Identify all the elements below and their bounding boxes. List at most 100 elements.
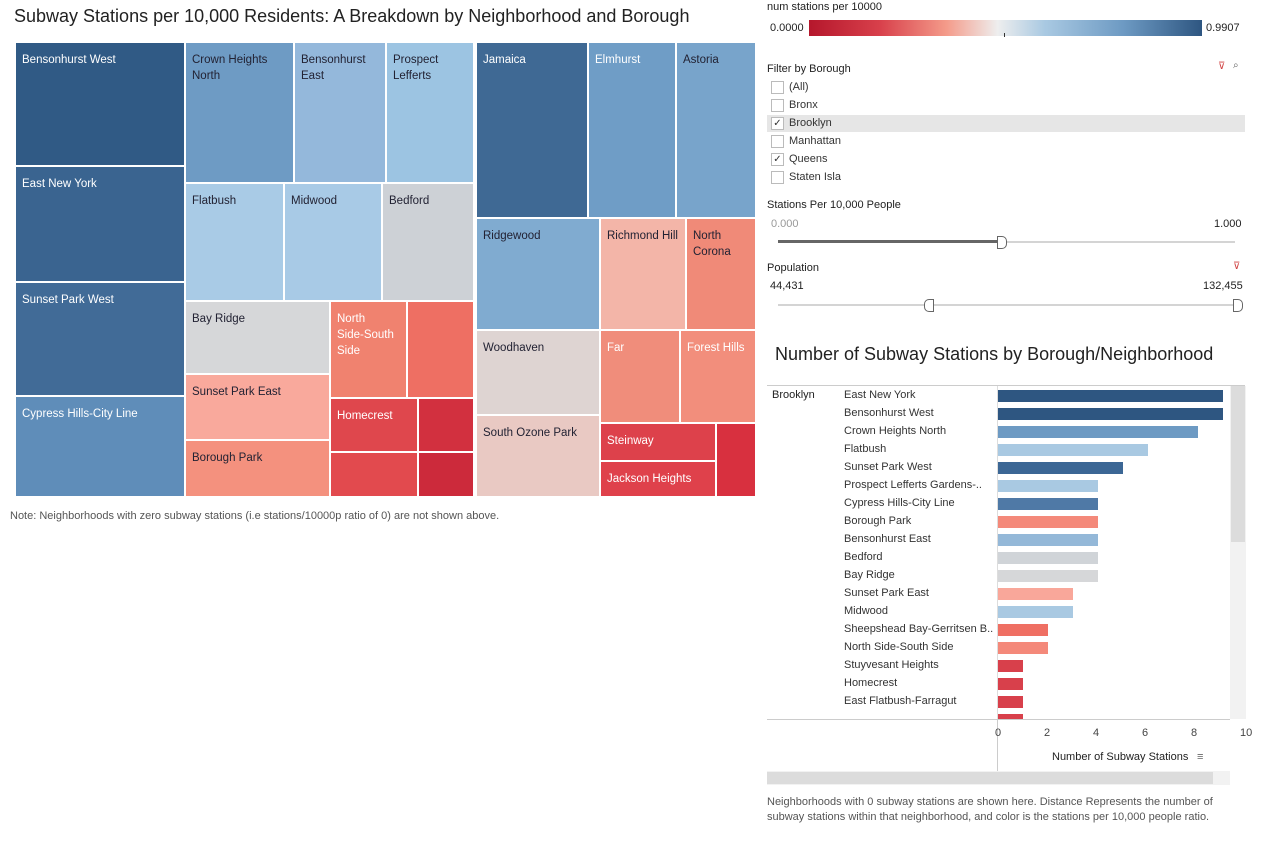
bar-label[interactable]: East New York	[844, 389, 916, 401]
tile-unlabeled-3[interactable]	[330, 452, 418, 497]
bar[interactable]	[998, 624, 1048, 636]
tile-sunset-park-west[interactable]: Sunset Park West	[15, 282, 185, 396]
bar[interactable]	[998, 426, 1198, 438]
bar[interactable]	[998, 498, 1098, 510]
bar[interactable]	[998, 606, 1073, 618]
tile-bay-ridge[interactable]: Bay Ridge	[185, 301, 330, 374]
checkbox-staten-island[interactable]	[771, 171, 784, 184]
population-slider-handle-min[interactable]	[924, 299, 934, 312]
tile-ridgewood[interactable]: Ridgewood	[476, 218, 600, 330]
tile-crown-heights-north[interactable]: Crown Heights North	[185, 42, 294, 183]
checkbox-label-all[interactable]: (All)	[789, 81, 809, 93]
tile-north-side-south-side[interactable]: North Side-South Side	[330, 301, 407, 398]
bar-label[interactable]: Bensonhurst West	[844, 407, 934, 419]
clear-filter-icon[interactable]: ⊽	[1218, 61, 1226, 72]
tile-unlabeled-2[interactable]	[418, 398, 474, 452]
bar-label[interactable]: Homecrest	[844, 677, 898, 689]
bar[interactable]	[998, 462, 1123, 474]
checkbox-label-bronx[interactable]: Bronx	[789, 99, 818, 111]
tile-bensonhurst-east[interactable]: Bensonhurst East	[294, 42, 386, 183]
tile-jackson-heights[interactable]: Jackson Heights	[600, 461, 716, 497]
checkbox-brooklyn[interactable]: ✓	[771, 117, 784, 130]
bar[interactable]	[998, 570, 1098, 582]
bar[interactable]	[998, 444, 1148, 456]
bar[interactable]	[998, 696, 1023, 708]
treemap[interactable]: Bensonhurst West East New York Sunset Pa…	[15, 42, 756, 497]
checkbox-label-staten-island[interactable]: Staten Isla	[789, 171, 841, 183]
tile-richmond-hill[interactable]: Richmond Hill	[600, 218, 686, 330]
checkbox-manhattan[interactable]	[771, 135, 784, 148]
bar-label[interactable]: Cypress Hills-City Line	[844, 497, 955, 509]
axis-line	[997, 386, 998, 719]
bar-chart-viewport[interactable]: East New York Bensonhurst West Crown Heigh…	[767, 386, 1230, 719]
tile-forest-hills[interactable]: Forest Hills	[680, 330, 756, 423]
bar-label[interactable]: Stuyvesant Heights	[844, 659, 939, 671]
bar[interactable]	[998, 678, 1023, 690]
population-slider-track[interactable]	[778, 304, 1239, 306]
tile-prospect-lefferts[interactable]: Prospect Lefferts	[386, 42, 474, 183]
bar[interactable]	[998, 552, 1098, 564]
tile-bensonhurst-west[interactable]: Bensonhurst West	[15, 42, 185, 166]
vertical-scrollbar[interactable]	[1230, 386, 1246, 719]
horizontal-scrollbar[interactable]	[767, 771, 1230, 785]
bar-label[interactable]: Bensonhurst East	[844, 533, 931, 545]
tile-flatbush[interactable]: Flatbush	[185, 183, 284, 301]
bar[interactable]	[998, 480, 1098, 492]
bar-label[interactable]: Midwood	[844, 605, 889, 617]
tile-unlabeled-5[interactable]	[716, 423, 756, 497]
stations-slider-min: 0.000	[771, 218, 799, 230]
population-slider-handle-max[interactable]	[1233, 299, 1243, 312]
bar-clipped[interactable]	[998, 714, 1023, 719]
bar-label[interactable]: East Flatbush-Farragut	[844, 695, 957, 707]
tile-jamaica[interactable]: Jamaica	[476, 42, 588, 218]
checkbox-label-manhattan[interactable]: Manhattan	[789, 135, 841, 147]
tile-far[interactable]: Far	[600, 330, 680, 423]
bar-label[interactable]: Bedford	[844, 551, 883, 563]
bar-label[interactable]: Sunset Park East	[844, 587, 929, 599]
tile-north-corona[interactable]: North Corona	[686, 218, 756, 330]
tile-cypress-hills[interactable]: Cypress Hills-City Line	[15, 396, 185, 497]
tile-sunset-park-east[interactable]: Sunset Park East	[185, 374, 330, 440]
checkbox-label-queens[interactable]: Queens	[789, 153, 828, 165]
bar[interactable]	[998, 516, 1098, 528]
bar-label[interactable]: North Side-South Side	[844, 641, 954, 653]
bar[interactable]	[998, 588, 1073, 600]
tile-midwood[interactable]: Midwood	[284, 183, 382, 301]
tile-elmhurst[interactable]: Elmhurst	[588, 42, 676, 218]
tile-bedford[interactable]: Bedford	[382, 183, 474, 301]
x-axis-tick: 6	[1142, 727, 1149, 739]
stations-slider-handle[interactable]	[997, 236, 1007, 249]
tile-woodhaven[interactable]: Woodhaven	[476, 330, 600, 415]
bar[interactable]	[998, 642, 1048, 654]
checkbox-bronx[interactable]	[771, 99, 784, 112]
bar-label[interactable]: Sheepshead Bay-Gerritsen B..	[844, 623, 994, 635]
bar-label[interactable]: Borough Park	[844, 515, 912, 527]
bar-label[interactable]: Crown Heights North	[844, 425, 947, 437]
bar[interactable]	[998, 408, 1223, 420]
bar-label[interactable]: Bay Ridge	[844, 569, 895, 581]
checkbox-queens[interactable]: ✓	[771, 153, 784, 166]
checkbox-label-brooklyn[interactable]: Brooklyn	[789, 117, 832, 129]
search-icon[interactable]: ⌕	[1233, 60, 1239, 71]
bar[interactable]	[998, 534, 1098, 546]
horizontal-scrollbar-thumb[interactable]	[767, 772, 1213, 784]
bar-label[interactable]: Sunset Park West	[844, 461, 932, 473]
bar[interactable]	[998, 660, 1023, 672]
tile-steinway[interactable]: Steinway	[600, 423, 716, 461]
vertical-scrollbar-thumb[interactable]	[1231, 386, 1245, 542]
tile-south-ozone-park[interactable]: South Ozone Park	[476, 415, 600, 497]
bar-label[interactable]: Prospect Lefferts Gardens-..	[844, 479, 982, 491]
clear-population-filter-icon[interactable]: ⊽	[1233, 261, 1241, 272]
tile-homecrest[interactable]: Homecrest	[330, 398, 418, 452]
bar-label[interactable]: Flatbush	[844, 443, 887, 455]
tile-unlabeled-1[interactable]	[407, 301, 474, 398]
tile-astoria[interactable]: Astoria	[676, 42, 756, 218]
x-axis-tick: 10	[1240, 727, 1253, 739]
sort-icon[interactable]: ≡	[1197, 751, 1204, 763]
checkbox-all[interactable]	[771, 81, 784, 94]
bar[interactable]	[998, 390, 1223, 402]
tile-east-new-york[interactable]: East New York	[15, 166, 185, 282]
page-title: Subway Stations per 10,000 Residents: A …	[14, 6, 690, 26]
tile-unlabeled-4[interactable]	[418, 452, 474, 497]
tile-borough-park[interactable]: Borough Park	[185, 440, 330, 497]
